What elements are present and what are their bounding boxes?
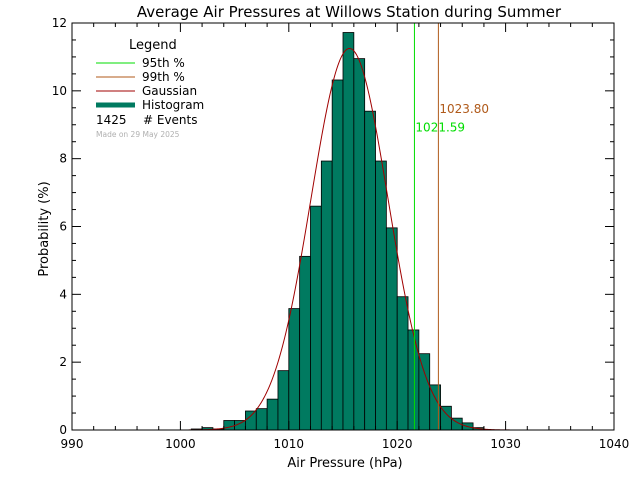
legend-title: Legend — [129, 38, 177, 53]
histogram-bar — [288, 308, 301, 431]
histogram-bar — [320, 160, 333, 431]
y-tick-label: 8 — [59, 152, 67, 166]
gaussian-curve-group — [176, 47, 523, 431]
y-tick-label: 2 — [59, 355, 67, 369]
histogram-bars — [190, 32, 485, 431]
y-tick-label: 12 — [52, 16, 67, 30]
histogram-bar — [385, 227, 398, 431]
x-axis-label: Air Pressure (hPa) — [287, 456, 402, 471]
histogram-bar — [364, 110, 376, 431]
histogram-bar — [310, 205, 322, 431]
y-axis-label: Probability (%) — [37, 181, 52, 276]
histogram-bar — [331, 79, 344, 431]
x-tick-label: 1010 — [274, 437, 305, 451]
histogram-bar — [299, 255, 311, 431]
x-tick-label: 1000 — [165, 437, 196, 451]
histogram-bar — [418, 353, 431, 431]
histogram-bar — [245, 410, 257, 431]
histogram-bar — [429, 384, 441, 431]
histogram-bar — [396, 296, 409, 431]
legend-label-gaussian: Gaussian — [142, 84, 197, 98]
histogram-bar — [277, 370, 290, 431]
y-tick-label: 0 — [59, 423, 67, 437]
percentile-99-label: 1023.80 — [439, 102, 489, 116]
y-tick-label: 10 — [52, 84, 67, 98]
legend: Legend 95th % 99th % Gaussian Histogram … — [96, 38, 204, 139]
legend-event-count: 1425 — [96, 113, 127, 127]
histogram-bar — [255, 408, 268, 431]
histogram-bar — [266, 398, 279, 431]
legend-label-95th: 95th % — [142, 56, 185, 70]
histogram-bar — [353, 58, 366, 431]
y-tick-label: 6 — [59, 220, 67, 234]
histogram-bar — [342, 32, 355, 431]
made-on-note: Made on 29 May 2025 — [96, 130, 180, 139]
percentile-95-label: 1021.59 — [415, 121, 465, 135]
histogram-bar — [440, 405, 452, 431]
x-tick-label: 1040 — [599, 437, 630, 451]
legend-label-99th: 99th % — [142, 70, 185, 84]
x-tick-label: 990 — [61, 437, 84, 451]
histogram-bar — [223, 420, 235, 431]
y-tick-label: 4 — [59, 287, 67, 301]
chart-title: Average Air Pressures at Willows Station… — [137, 3, 562, 21]
percentile-lines-group — [413, 23, 439, 430]
histogram-bar — [407, 329, 420, 431]
legend-label-histogram: Histogram — [142, 98, 204, 112]
x-tick-label: 1020 — [382, 437, 413, 451]
gaussian-curve — [176, 47, 523, 431]
histogram-bar — [375, 160, 387, 431]
legend-event-label: # Events — [143, 113, 198, 127]
axis-ticks: 990 1000 1010 1020 1030 1040 0 2 4 6 8 10 12 — [52, 16, 630, 451]
x-tick-label: 1030 — [490, 437, 521, 451]
